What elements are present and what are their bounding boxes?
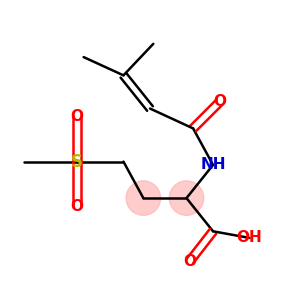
Circle shape [126,181,160,215]
Text: O: O [183,254,196,268]
Text: OH: OH [237,230,262,245]
Circle shape [169,181,204,215]
Text: NH: NH [200,158,226,172]
Text: O: O [213,94,226,110]
Text: O: O [70,199,83,214]
Text: O: O [70,109,83,124]
Text: S: S [71,153,83,171]
